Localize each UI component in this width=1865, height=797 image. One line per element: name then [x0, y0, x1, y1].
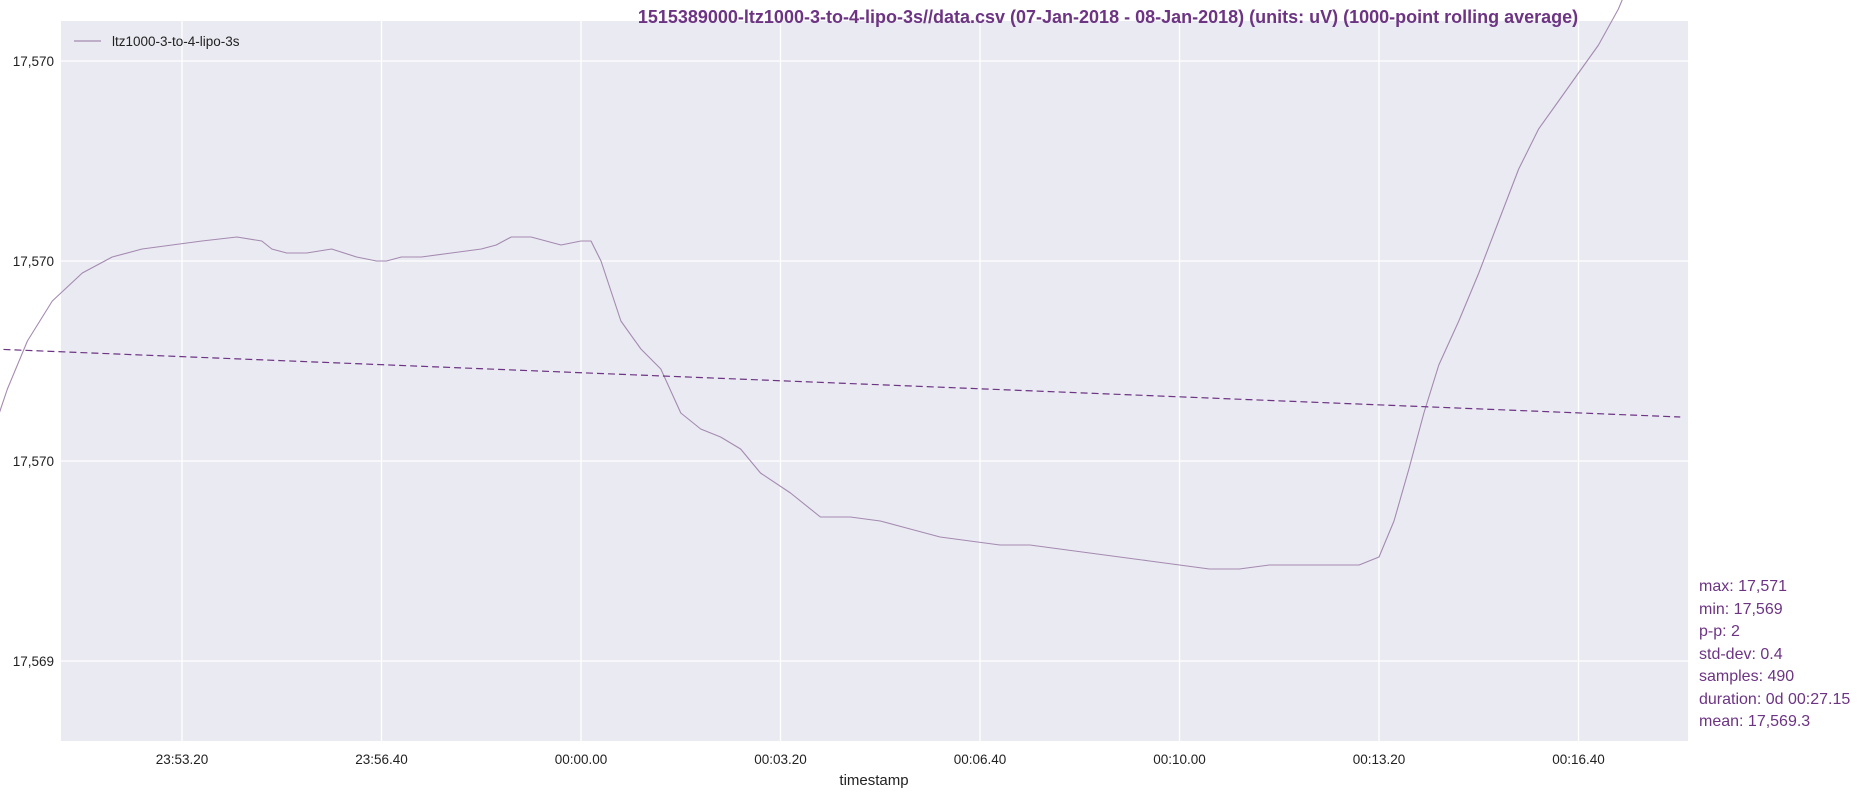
- x-tick-label: 00:10.00: [1153, 752, 1206, 767]
- stats-panel: max: 17,571 min: 17,569 p-p: 2 std-dev: …: [1699, 576, 1850, 734]
- x-axis-title: timestamp: [839, 772, 908, 789]
- series-line-ltz1000: [0, 0, 1623, 570]
- stat-duration: duration: 0d 00:27.15: [1699, 690, 1851, 708]
- plot-area: [61, 21, 1688, 741]
- series-layer: [0, 0, 1681, 570]
- x-tick-label: 23:53.20: [156, 752, 209, 767]
- x-tick-label: 23:56.40: [355, 752, 408, 767]
- stat-mean: mean: 17,569.3: [1699, 713, 1811, 730]
- stat-std-dev: std-dev: 0.4: [1699, 645, 1783, 663]
- y-tick-label: 17,569: [13, 654, 54, 669]
- x-tick-label: 00:06.40: [954, 752, 1007, 767]
- stat-max: max: 17,571: [1699, 578, 1788, 595]
- stat-peak-to-peak: p-p: 2: [1699, 623, 1740, 640]
- x-tick-label: 00:00.00: [555, 752, 608, 767]
- trend-line: [0, 348, 1681, 418]
- stat-samples: samples: 490: [1699, 668, 1795, 685]
- y-tick-label: 17,570: [13, 254, 54, 269]
- stat-min: min: 17,569: [1699, 600, 1783, 618]
- x-tick-label: 00:03.20: [754, 752, 807, 767]
- grid-lines: [61, 21, 1688, 741]
- chart-title: 1515389000-ltz1000-3-to-4-lipo-3s//data.…: [638, 7, 1578, 27]
- x-tick-label: 00:13.20: [1353, 752, 1406, 767]
- x-tick-label: 00:16.40: [1552, 752, 1605, 767]
- tick-labels: 23:53.20 23:56.40 00:00.00 00:03.20 00:06.40…: [13, 54, 1605, 767]
- legend: ltz1000-3-to-4-lipo-3s: [74, 34, 240, 49]
- y-tick-label: 17,570: [13, 54, 54, 69]
- y-tick-label: 17,570: [13, 454, 54, 469]
- legend-label: ltz1000-3-to-4-lipo-3s: [112, 34, 240, 49]
